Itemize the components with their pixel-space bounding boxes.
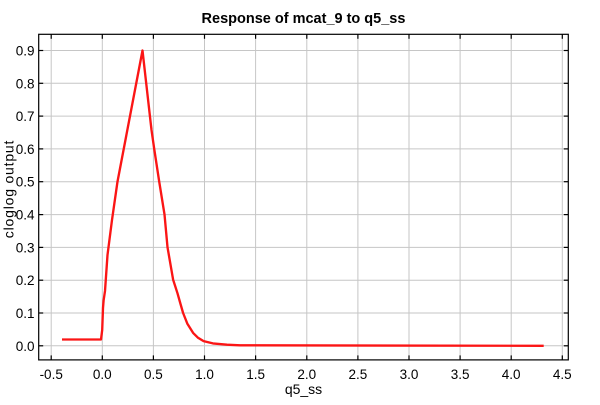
svg-text:2.5: 2.5	[349, 367, 368, 382]
svg-text:0.5: 0.5	[16, 175, 35, 190]
svg-text:-0.5: -0.5	[40, 367, 63, 382]
svg-text:0.0: 0.0	[93, 367, 112, 382]
svg-text:1.5: 1.5	[246, 367, 265, 382]
svg-text:1.0: 1.0	[195, 367, 214, 382]
svg-text:2.0: 2.0	[297, 367, 316, 382]
svg-text:cloglog output: cloglog output	[1, 140, 17, 238]
svg-text:0.7: 0.7	[16, 109, 35, 124]
svg-text:0.6: 0.6	[16, 142, 35, 157]
svg-text:0.4: 0.4	[16, 208, 35, 223]
svg-text:0.5: 0.5	[144, 367, 163, 382]
svg-text:0.3: 0.3	[16, 240, 35, 255]
svg-text:0.1: 0.1	[16, 306, 35, 321]
svg-text:q5_ss: q5_ss	[285, 381, 322, 397]
svg-text:0.0: 0.0	[16, 339, 35, 354]
svg-text:4.0: 4.0	[502, 367, 521, 382]
svg-text:3.0: 3.0	[400, 367, 419, 382]
svg-text:3.5: 3.5	[451, 367, 470, 382]
svg-text:0.2: 0.2	[16, 273, 35, 288]
svg-text:4.5: 4.5	[553, 367, 572, 382]
svg-text:0.8: 0.8	[16, 76, 35, 91]
svg-text:0.9: 0.9	[16, 44, 35, 59]
svg-text:Response of mcat_9 to q5_ss: Response of mcat_9 to q5_ss	[202, 11, 406, 27]
